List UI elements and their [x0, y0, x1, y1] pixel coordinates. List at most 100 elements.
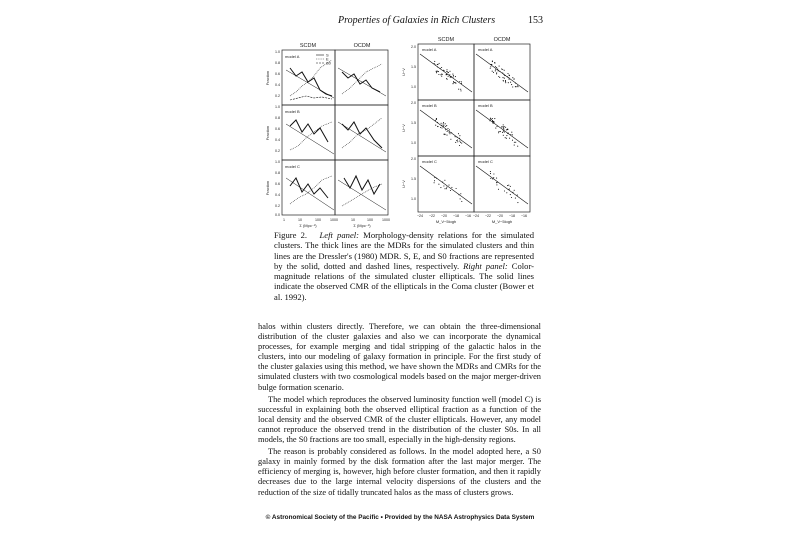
cmr-point — [444, 179, 446, 181]
cmr-point — [456, 139, 459, 141]
cmr-point — [499, 76, 501, 79]
cmr-point — [496, 73, 498, 75]
svg-text:10: 10 — [351, 218, 355, 222]
cmr-point — [496, 125, 498, 128]
svg-text:1: 1 — [283, 218, 285, 222]
cmr-point — [445, 188, 447, 190]
mdr-frame-a-ocdm — [334, 49, 389, 106]
cmr-point — [514, 197, 516, 199]
cmr-point — [505, 137, 507, 139]
cmr-point — [446, 78, 448, 80]
cmr-point — [503, 74, 506, 76]
cmr-point — [434, 60, 436, 62]
svg-text:0.8: 0.8 — [275, 61, 280, 65]
cmr-point — [446, 73, 448, 75]
cmr-point — [505, 126, 507, 128]
cmr-point — [506, 76, 508, 78]
cmr-point — [507, 132, 509, 135]
cmr-point — [441, 66, 443, 69]
svg-text:0.6: 0.6 — [275, 72, 280, 76]
mdr-curves — [285, 59, 387, 211]
cmr-point — [443, 124, 445, 126]
cmr-ylabel-b: U−V — [401, 124, 406, 132]
cmr-point — [452, 74, 454, 76]
cmr-point — [493, 173, 495, 175]
cmr-point — [449, 189, 452, 192]
cmr-point — [502, 124, 504, 126]
cmr-point — [454, 76, 456, 78]
cmr-point — [512, 77, 514, 79]
cmr-model-label-a-ocdm: model A — [478, 47, 493, 52]
cmr-model-label-b-ocdm: model B — [478, 103, 493, 108]
svg-text:2.0: 2.0 — [411, 157, 416, 161]
caption-left-label: Left panel: — [319, 230, 360, 240]
svg-text:1.0: 1.0 — [275, 50, 280, 54]
cmr-point — [448, 184, 450, 186]
cmr-point — [494, 70, 496, 72]
cmr-point — [492, 178, 494, 180]
cmr-point — [491, 118, 493, 120]
svg-text:0.2: 0.2 — [275, 204, 280, 208]
cmr-point — [502, 127, 504, 129]
body-paragraph-1: halos within clusters directly. Therefor… — [258, 322, 541, 392]
cmr-point — [442, 121, 445, 124]
cmr-point — [447, 127, 449, 130]
svg-text:0.2: 0.2 — [275, 149, 280, 153]
cmr-point — [492, 71, 495, 73]
cmr-point — [491, 61, 493, 63]
cmr-point — [511, 134, 514, 136]
cmr-point — [440, 122, 442, 124]
mdr-xticks: 1 10 100 1000 10 100 1000 — [283, 218, 390, 222]
cmr-point — [460, 88, 462, 90]
cmr-point — [442, 181, 444, 183]
mdr-xlabel-scdm: Σ (Mpc⁻²) — [299, 223, 317, 228]
cmr-point — [444, 133, 446, 135]
mdr-ylabel-b: Fraction — [265, 126, 270, 140]
caption-part2: Color-magnitude relations of the simulat… — [274, 260, 534, 302]
cmr-point — [443, 125, 445, 127]
cmr-point — [459, 141, 462, 143]
svg-text:−18: −18 — [509, 214, 515, 218]
cmr-observed-lines — [419, 53, 529, 205]
svg-text:0.4: 0.4 — [275, 193, 280, 197]
cmr-point — [497, 70, 499, 72]
left-col-title-ocdm: OCDM — [354, 43, 371, 49]
cmr-point — [435, 118, 438, 120]
cmr-point — [503, 73, 505, 75]
cmr-point — [455, 187, 457, 190]
mdr-model-label-b: model B — [285, 109, 300, 114]
cmr-point — [439, 67, 441, 69]
svg-text:1.5: 1.5 — [411, 121, 416, 125]
mdr-ylabel-c: Fraction — [265, 181, 270, 195]
cmr-point — [504, 80, 507, 82]
cmr-point — [496, 66, 498, 69]
cmr-point — [445, 125, 447, 127]
cmr-point — [449, 74, 451, 76]
cmr-point — [489, 67, 491, 69]
svg-text:0.6: 0.6 — [275, 127, 280, 131]
cmr-point — [446, 69, 448, 71]
svg-text:10: 10 — [298, 218, 302, 222]
cmr-point — [515, 141, 517, 143]
svg-text:−18: −18 — [453, 214, 459, 218]
cmr-point — [507, 82, 509, 84]
cmr-point — [507, 185, 509, 187]
cmr-point — [510, 196, 513, 199]
cmr-point — [491, 70, 493, 72]
mdr-xlabel-ocdm: Σ (Mpc⁻²) — [353, 223, 371, 228]
cmr-point — [503, 126, 505, 128]
cmr-point — [453, 82, 455, 84]
cmr-point — [498, 132, 500, 134]
cmr-point — [512, 86, 514, 88]
mdr-legend: S E S0 — [316, 53, 332, 66]
cmr-point — [447, 75, 449, 77]
svg-text:−24: −24 — [473, 214, 479, 218]
body-paragraph-3: The reason is probably considered as fol… — [258, 447, 541, 497]
cmr-point — [452, 76, 454, 78]
caption-part1: Morphology-density relations for the sim… — [274, 230, 534, 271]
svg-text:−22: −22 — [429, 214, 435, 218]
cmr-point — [495, 182, 498, 184]
cmr-point — [444, 188, 446, 190]
cmr-point — [505, 82, 507, 84]
cmr-point — [507, 188, 509, 190]
